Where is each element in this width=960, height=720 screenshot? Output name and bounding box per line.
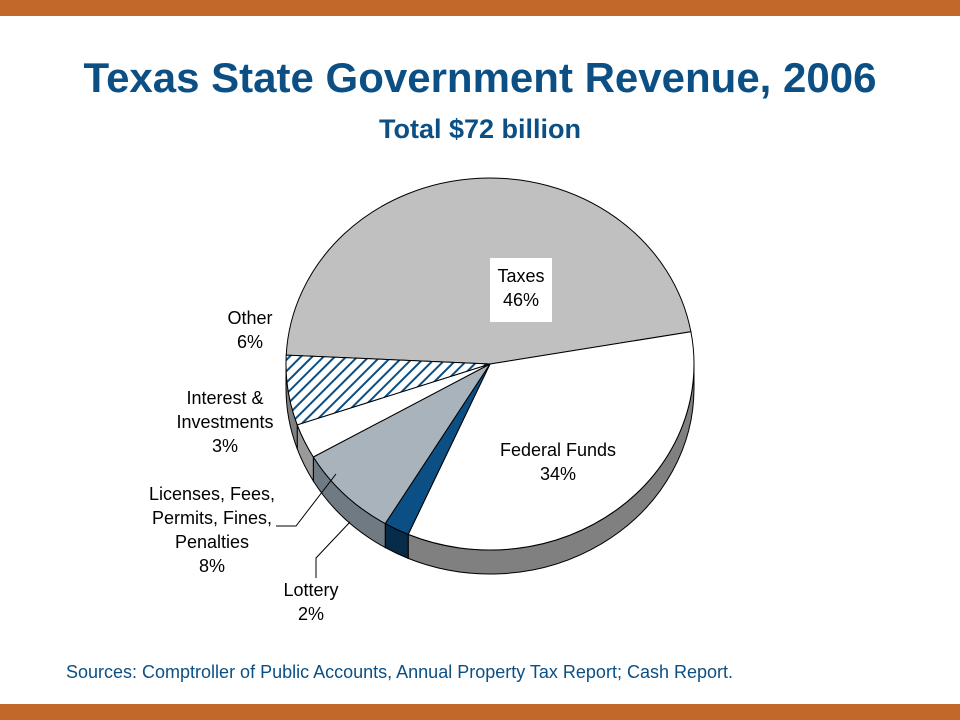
slice-label-lottery: Lottery 2% [266,578,356,626]
slice-label-lottery-pct: 2% [297,604,324,624]
slice-taxes [285,177,692,365]
slice-label-licenses-line2: Permits, Fines, [151,508,273,528]
pie-slices-group [285,177,695,551]
slice-label-licenses-pct: 8% [198,556,225,576]
leader-line-lottery [315,521,351,578]
bottom-frame-bar [0,704,960,720]
leader-line-licenses [276,473,337,527]
slice-label-federal-funds: Federal Funds 34% [478,438,638,486]
leader-lines-group [276,473,351,578]
slice-label-taxes-pct: 46% [502,290,540,310]
slice-label-taxes-name: Taxes [497,266,545,286]
slice-other [285,354,491,426]
chart-title: Texas State Government Revenue, 2006 [83,54,877,101]
slice-label-interest: Interest & Investments 3% [152,386,298,458]
slice-label-interest-line2: Investments [176,412,274,432]
chart-subtitle: Total $72 billion [378,114,582,144]
slice-label-licenses-line3: Penalties [174,532,250,552]
slice-label-interest-line1: Interest & [186,388,264,408]
slice-label-licenses: Licenses, Fees, Permits, Fines, Penaltie… [128,482,296,578]
slice-label-other-pct: 6% [236,332,263,352]
slice-label-lottery-name: Lottery [283,580,339,600]
slice-label-federal-pct: 34% [539,464,577,484]
slice-label-interest-pct: 3% [211,436,238,456]
slice-label-other: Other 6% [210,306,290,354]
slice-label-other-name: Other [227,308,273,328]
slice-licenses [312,363,491,525]
slice-label-licenses-line1: Licenses, Fees, [148,484,276,504]
slice-label-federal-name: Federal Funds [499,440,617,460]
top-frame-bar [0,0,960,16]
slice-label-taxes: Taxes 46% [490,258,552,322]
source-note: Sources: Comptroller of Public Accounts,… [66,662,733,682]
